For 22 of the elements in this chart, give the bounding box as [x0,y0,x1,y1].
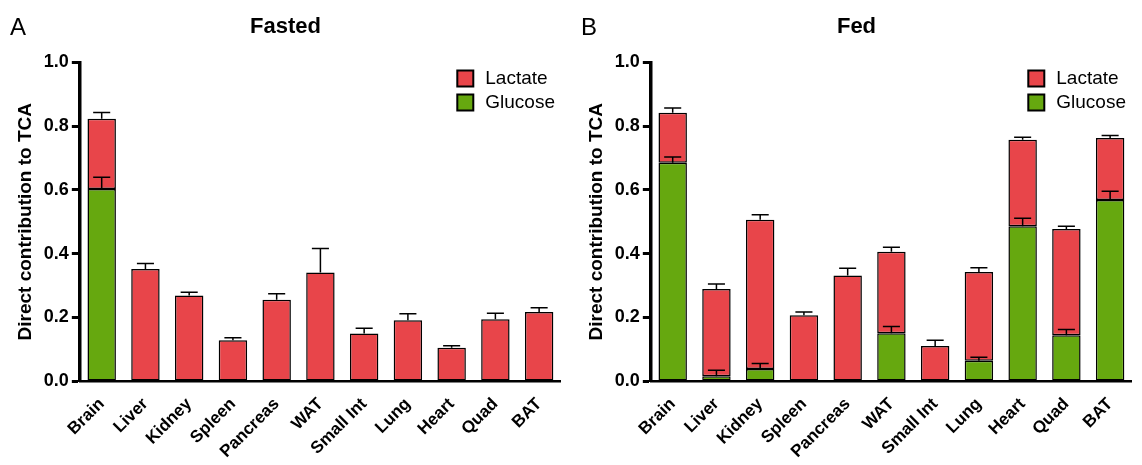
y-tick-label: 0.6 [614,178,640,199]
y-tick-label: 0.2 [43,306,69,327]
chart-title: Fasted [250,13,321,39]
legend-label: Lactate [485,66,548,88]
y-tick-label: 0.8 [614,115,640,136]
legend-label: Lactate [1056,66,1119,88]
y-tick-label: 0.4 [43,242,69,263]
y-axis-title: Direct contribution to TCA [13,102,35,341]
y-tick-label: 0.2 [614,306,640,327]
text: B [581,12,598,40]
legend-label: Glucose [485,90,555,112]
y-tick-label: 0.0 [614,370,640,391]
y-tick-label: 1.0 [614,51,640,72]
y-tick-label: 0.0 [43,370,69,391]
legend-label: Glucose [1056,90,1126,112]
y-tick-label: 0.6 [43,178,69,199]
y-tick-label: 1.0 [43,51,69,72]
y-tick-label: 0.8 [43,115,69,136]
y-tick-label: 0.4 [614,242,640,263]
text: A [10,12,27,40]
chart-title: Fed [836,13,877,39]
y-axis-title: Direct contribution to TCA [584,102,606,341]
